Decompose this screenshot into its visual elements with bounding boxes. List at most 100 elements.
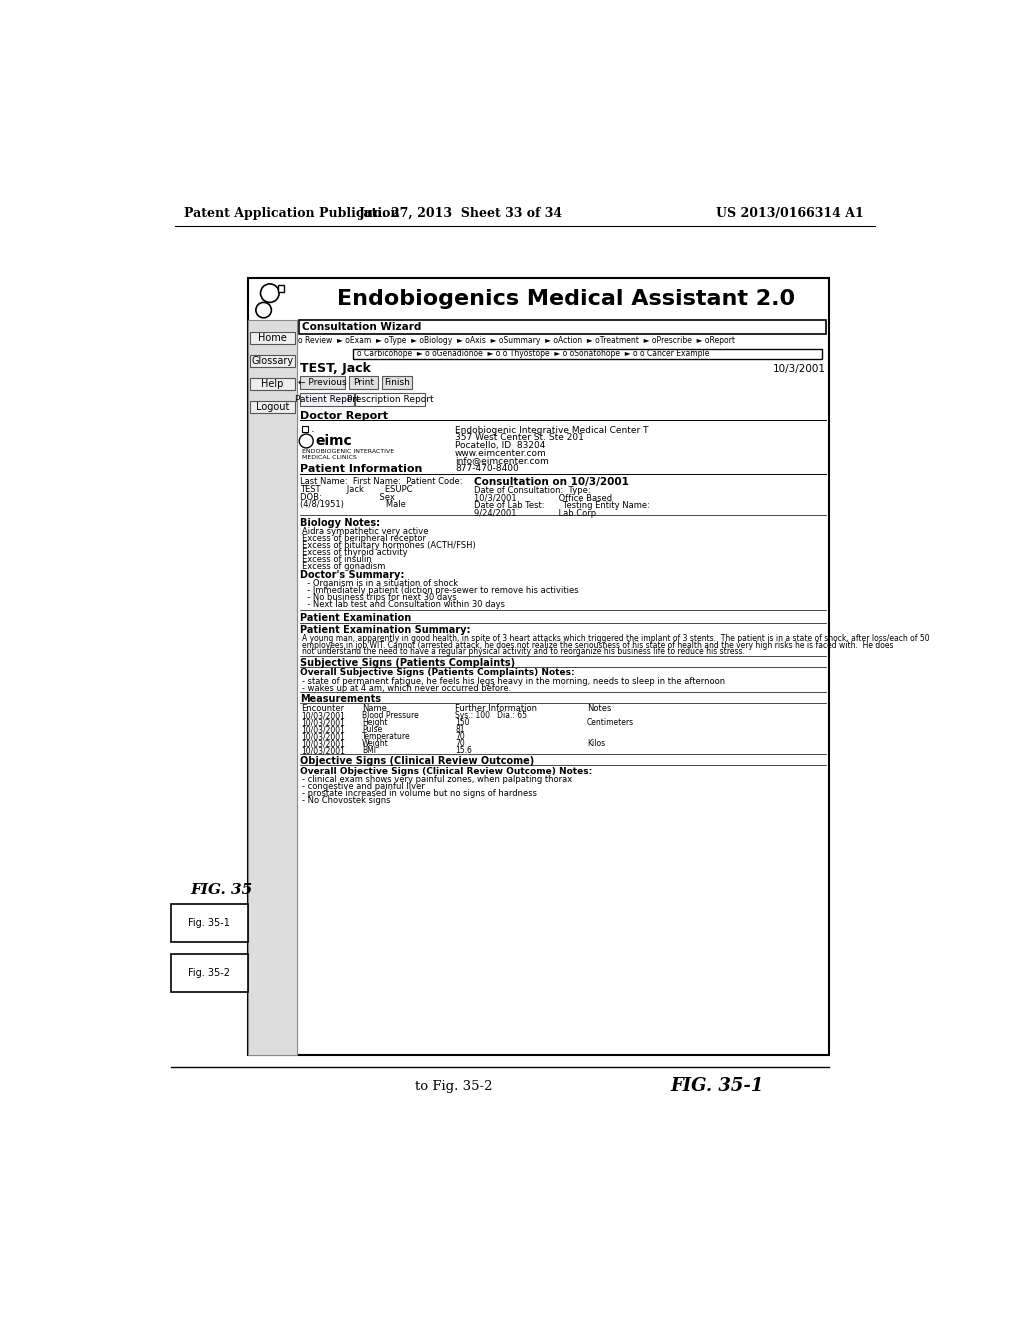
Text: o Carbicohope  ► o oGenadionoe  ► o o Thyostope  ► o oSonatohope  ► o o Cancer E: o Carbicohope ► o oGenadionoe ► o o Thyo… [356,350,709,359]
Bar [300,376,345,388]
Text: Patient Examination Summary:: Patient Examination Summary: [300,626,471,635]
Text: - Organism is in a situation of shock: - Organism is in a situation of shock [302,579,458,587]
Text: info@eimcenter.com: info@eimcenter.com [455,457,549,466]
Text: Finish: Finish [384,378,410,387]
Text: 9/24/2001                Lab Corp: 9/24/2001 Lab Corp [474,510,597,517]
Text: Pocatello, ID  83204: Pocatello, ID 83204 [455,441,546,450]
Text: US 2013/0166314 A1: US 2013/0166314 A1 [717,207,864,220]
Text: Glossary: Glossary [252,356,294,366]
Text: 10/03/2001: 10/03/2001 [302,725,345,734]
Text: FIG. 35: FIG. 35 [190,883,252,896]
Text: www.eimcenter.com: www.eimcenter.com [455,449,547,458]
Text: not understand the need to have a regular physical activity and to reorganize hi: not understand the need to have a regula… [302,648,744,656]
Bar [300,393,354,405]
Bar [250,378,295,391]
Text: Objective Signs (Clinical Review Outcome): Objective Signs (Clinical Review Outcome… [300,756,535,767]
Bar [355,393,425,405]
Bar [250,355,295,367]
Text: Consultation Wizard: Consultation Wizard [302,322,422,333]
Text: BMI: BMI [362,746,376,755]
Bar [302,425,308,432]
Text: Excess of pituitary hormones (ACTH/FSH): Excess of pituitary hormones (ACTH/FSH) [302,541,475,550]
Bar [248,277,829,1056]
Text: 70: 70 [455,739,465,748]
Text: - congestive and painful liver: - congestive and painful liver [302,783,425,791]
Text: ← Previous: ← Previous [298,378,347,387]
Text: - Next lab test and Consultation within 30 days: - Next lab test and Consultation within … [302,599,505,609]
Text: Temperature: Temperature [362,733,411,741]
Text: Overall Subjective Signs (Patients Complaints) Notes:: Overall Subjective Signs (Patients Compl… [300,668,574,677]
Text: FIG. 35-1: FIG. 35-1 [671,1077,764,1096]
Text: Further Information: Further Information [455,704,537,713]
Text: Patient Report: Patient Report [295,395,359,404]
Text: Fig. 35-2: Fig. 35-2 [188,968,230,978]
Text: - Immediately patient (diction pre-sewer to remove his activities: - Immediately patient (diction pre-sewer… [302,586,579,595]
Text: Prescription Report: Prescription Report [347,395,433,404]
Text: Blood Pressure: Blood Pressure [362,711,419,721]
Text: 10/03/2001: 10/03/2001 [302,718,345,727]
Text: 10/03/2001: 10/03/2001 [302,733,345,741]
Text: Jun. 27, 2013  Sheet 33 of 34: Jun. 27, 2013 Sheet 33 of 34 [359,207,563,220]
Text: 10/03/2001: 10/03/2001 [302,711,345,721]
Bar [250,331,295,345]
Bar [352,348,821,359]
Text: Fig. 35-1: Fig. 35-1 [188,917,230,928]
Text: Aidra sympathetic very active: Aidra sympathetic very active [302,528,428,536]
Bar [248,321,297,1056]
Text: Biology Notes:: Biology Notes: [300,519,380,528]
Text: Patent Application Publication: Patent Application Publication [183,207,399,220]
Text: Help: Help [261,379,284,389]
Bar [299,321,825,334]
Text: Encounter: Encounter [302,704,345,713]
Text: 10/3/2001                Office Based: 10/3/2001 Office Based [474,494,612,503]
Text: - prostate increased in volume but no signs of hardness: - prostate increased in volume but no si… [302,789,537,799]
Text: 357 West Center St. Ste 201: 357 West Center St. Ste 201 [455,433,584,442]
Text: Home: Home [258,333,287,343]
Text: Measurements: Measurements [300,694,381,704]
Text: Weight: Weight [362,739,389,748]
Text: Excess of peripheral receptor: Excess of peripheral receptor [302,535,426,544]
Text: Name: Name [362,704,387,713]
Text: 10/3/2001: 10/3/2001 [772,363,825,374]
Text: A young man, apparently in good health, in spite of 3 heart attacks which trigge: A young man, apparently in good health, … [302,634,929,643]
Text: Doctor Report: Doctor Report [300,411,388,421]
Text: Excess of insulin: Excess of insulin [302,556,372,564]
Text: Sys.: 100   Dia.: 65: Sys.: 100 Dia.: 65 [455,711,527,721]
Text: Date of Consultation:  Type:: Date of Consultation: Type: [474,486,591,495]
Text: 10/03/2001: 10/03/2001 [302,746,345,755]
Text: - wakes up at 4 am, which never occurred before.: - wakes up at 4 am, which never occurred… [302,684,511,693]
Text: ENDOBIOGENIC INTERACTIVE: ENDOBIOGENIC INTERACTIVE [302,449,393,454]
Text: Endobiogenics Medical Assistant 2.0: Endobiogenics Medical Assistant 2.0 [337,289,796,309]
Text: DOB:                      Sex: DOB: Sex [300,492,395,502]
Text: Logout: Logout [256,403,289,412]
Text: 10/03/2001: 10/03/2001 [302,739,345,748]
Bar [171,904,248,942]
Text: Overall Objective Signs (Clinical Review Outcome) Notes:: Overall Objective Signs (Clinical Review… [300,767,592,776]
Text: 15.6: 15.6 [455,746,472,755]
Text: Print: Print [353,378,374,387]
Text: Kilos: Kilos [587,739,605,748]
Text: 150: 150 [455,718,470,727]
Text: Patient Information: Patient Information [300,465,423,474]
Text: eimc: eimc [315,434,352,447]
Text: - state of permanent fatigue, he feels his legs heavy in the morning, needs to s: - state of permanent fatigue, he feels h… [302,677,725,685]
Text: Excess of thyroid activity: Excess of thyroid activity [302,548,408,557]
Text: Date of Lab Test:       Testing Entity Name:: Date of Lab Test: Testing Entity Name: [474,502,650,510]
Text: o Review  ► oExam  ► oType  ► oBiology  ► oAxis  ► oSummary  ► oAction  ► oTreat: o Review ► oExam ► oType ► oBiology ► oA… [299,335,735,345]
Text: Consultation on 10/3/2001: Consultation on 10/3/2001 [474,477,630,487]
Text: 81: 81 [455,725,465,734]
Text: employees in job WIT. Cannot (arrested attack, he does not realize the seriousne: employees in job WIT. Cannot (arrested a… [302,640,893,649]
Text: Endobiogenic Integrative Medical Center T: Endobiogenic Integrative Medical Center … [455,425,648,434]
Text: TEST, Jack: TEST, Jack [300,362,371,375]
Bar [349,376,378,388]
Text: - No business trips for next 30 days: - No business trips for next 30 days [302,593,457,602]
Text: .: . [311,424,314,434]
Text: - No Chovostek signs: - No Chovostek signs [302,796,390,805]
Text: Centimeters: Centimeters [587,718,634,727]
Text: (4/8/1951)                Male: (4/8/1951) Male [300,500,406,510]
Text: - clinical exam shows very painful zones, when palpating thorax: - clinical exam shows very painful zones… [302,775,571,784]
Text: MEDICAL CLINICS: MEDICAL CLINICS [302,454,356,459]
Text: Height: Height [362,718,387,727]
Text: Subjective Signs (Patients Complaints): Subjective Signs (Patients Complaints) [300,657,515,668]
Text: Last Name:  First Name:  Patient Code:: Last Name: First Name: Patient Code: [300,478,463,486]
